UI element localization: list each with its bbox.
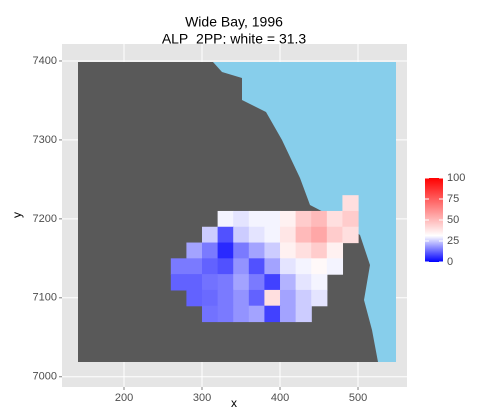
cell — [311, 274, 328, 291]
cell — [280, 289, 297, 307]
cell — [264, 226, 281, 244]
cell — [280, 226, 297, 244]
cell — [186, 258, 203, 275]
cell — [233, 242, 250, 259]
cell — [295, 289, 312, 307]
cell — [186, 274, 203, 291]
colorbar-label: 0 — [447, 256, 453, 268]
cell — [295, 305, 312, 323]
cell — [342, 226, 359, 244]
cell — [248, 274, 266, 291]
cell — [186, 242, 203, 259]
cell — [264, 274, 281, 291]
cell — [295, 258, 312, 275]
chart-title: Wide Bay, 1996 — [185, 14, 283, 30]
cell — [342, 195, 359, 212]
cell — [233, 226, 250, 244]
cell — [264, 210, 281, 228]
cell — [248, 258, 266, 275]
cell — [233, 289, 250, 307]
cell — [186, 289, 203, 307]
chart-subtitle: ALP_2PP; white = 31.3 — [162, 31, 307, 47]
y-tick-label: 7000 — [33, 371, 57, 383]
cell — [280, 210, 297, 228]
cell — [202, 242, 219, 259]
cell — [280, 242, 297, 259]
cell — [311, 289, 328, 307]
x-tick-label: 400 — [271, 392, 289, 404]
cell — [233, 210, 250, 228]
colorbar-label: 100 — [447, 172, 465, 184]
cell — [311, 242, 328, 259]
cell — [295, 210, 312, 228]
x-axis-label: x — [231, 396, 237, 410]
cell — [233, 258, 250, 275]
cell — [217, 226, 234, 244]
cell — [202, 258, 219, 275]
sea — [213, 62, 396, 362]
cell — [295, 274, 312, 291]
x-tick-label: 200 — [115, 392, 133, 404]
cell — [295, 242, 312, 259]
colorbar-label: 75 — [447, 193, 459, 205]
cell — [264, 305, 281, 323]
cell — [170, 274, 188, 291]
cell — [248, 289, 266, 307]
y-tick-label: 7100 — [33, 292, 57, 304]
axes: 200 300 400 500 7000 7100 7200 7300 7400 — [33, 55, 368, 404]
cell — [342, 210, 359, 228]
cell — [326, 242, 344, 259]
cell — [264, 258, 281, 275]
cell — [217, 289, 234, 307]
cell — [311, 210, 328, 228]
cell — [170, 258, 188, 275]
cell — [264, 289, 281, 307]
cell — [217, 210, 234, 228]
cell — [217, 258, 234, 275]
cell — [295, 226, 312, 244]
cell — [326, 226, 344, 244]
cell — [280, 305, 297, 323]
cell — [217, 305, 234, 323]
y-axis-label: y — [10, 212, 24, 218]
cell — [202, 305, 219, 323]
cell — [311, 226, 328, 244]
cell — [217, 242, 234, 259]
colorbar-label: 50 — [447, 214, 459, 226]
cells — [170, 195, 359, 323]
cell — [248, 210, 266, 228]
y-tick-label: 7200 — [33, 213, 57, 225]
cell — [264, 242, 281, 259]
cell — [326, 258, 344, 275]
cell — [248, 305, 266, 323]
cell — [311, 258, 328, 275]
cell — [202, 289, 219, 307]
x-tick-label: 300 — [193, 392, 211, 404]
cell — [202, 226, 219, 244]
legend: 0 25 50 75 100 — [425, 172, 465, 268]
cell — [280, 274, 297, 291]
cell — [248, 226, 266, 244]
colorbar-label: 25 — [447, 235, 459, 247]
cell — [217, 274, 234, 291]
cell — [280, 258, 297, 275]
x-tick-label: 500 — [349, 392, 367, 404]
y-tick-label: 7300 — [33, 134, 57, 146]
cell — [233, 305, 250, 323]
y-tick-label: 7400 — [33, 55, 57, 67]
cell — [326, 210, 344, 228]
cell — [202, 274, 219, 291]
cell — [233, 274, 250, 291]
colorbar — [425, 178, 443, 262]
cell — [248, 242, 266, 259]
